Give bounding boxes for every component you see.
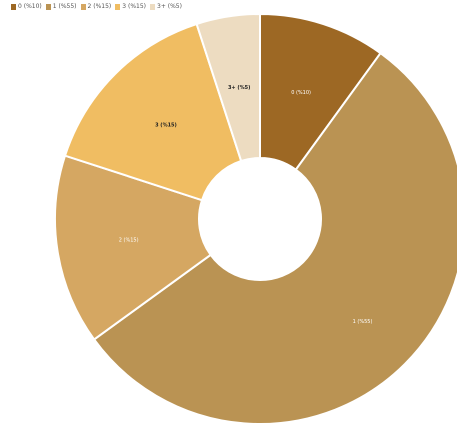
legend-label: 0 (%10) (18, 3, 42, 10)
donut-slice[interactable] (195, 12, 261, 163)
legend-item[interactable]: 1 (%55) (45, 3, 77, 11)
legend-item[interactable]: 2 (%15) (80, 3, 112, 11)
slice-label: 3 (%15) (155, 122, 177, 128)
legend-swatch (11, 4, 16, 10)
slice-label: 0 (%10) (291, 90, 311, 96)
legend-swatch (150, 4, 155, 10)
legend-label: 1 (%55) (52, 3, 77, 10)
donut-slice[interactable] (63, 22, 243, 202)
slice-label: 3+ (%5) (228, 85, 250, 91)
donut-slice[interactable] (259, 12, 382, 172)
slice-label: 1 (%55) (353, 319, 373, 325)
chart-legend: 0 (%10) 1 (%55) 2 (%15) 3 (%15) 3+ (%5) (11, 3, 182, 11)
legend-item[interactable]: 0 (%10) (11, 3, 42, 11)
legend-swatch (80, 4, 86, 10)
legend-swatch (45, 4, 51, 10)
donut-slice[interactable] (54, 154, 213, 341)
donut-slice[interactable] (92, 51, 457, 425)
legend-swatch (115, 4, 121, 10)
legend-label: 3 (%15) (122, 3, 146, 10)
legend-label: 2 (%15) (87, 3, 112, 10)
legend-label: 3+ (%5) (157, 3, 182, 10)
slice-label: 2 (%15) (119, 237, 139, 243)
legend-item[interactable]: 3+ (%5) (150, 3, 182, 11)
legend-item[interactable]: 3 (%15) (115, 3, 146, 11)
